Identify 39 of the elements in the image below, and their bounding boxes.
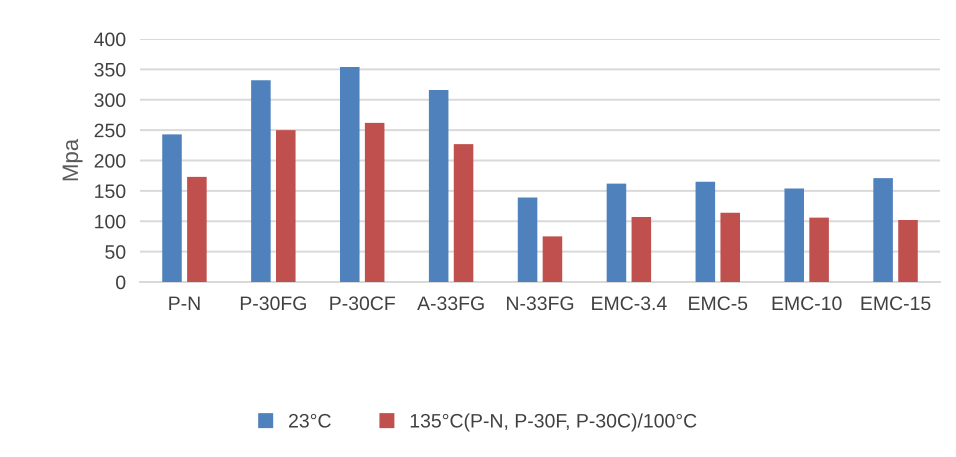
x-tick-label: EMC-10	[772, 296, 842, 310]
bar	[340, 66, 360, 282]
bar	[784, 188, 804, 282]
legend-label: 23°C	[289, 414, 331, 428]
bar	[428, 90, 448, 282]
x-tick-label: A-33FG	[417, 296, 484, 310]
bar	[898, 220, 918, 282]
legend-label: 135°C(P-N, P-30F, P-30C)/100°C	[410, 413, 696, 432]
bar	[542, 236, 562, 282]
bar	[276, 130, 296, 282]
bar	[251, 80, 271, 282]
bar	[518, 198, 538, 282]
x-tick-label: EMC-15	[861, 296, 930, 310]
bar	[632, 216, 652, 282]
y-tick-label: 400	[94, 32, 126, 46]
y-tick-label: 50	[105, 245, 126, 259]
y-tick-label: 100	[95, 214, 126, 228]
x-tick-label: P-30CF	[330, 296, 395, 310]
bar	[187, 176, 207, 282]
bar	[606, 184, 626, 282]
bar	[873, 178, 893, 282]
x-tick-label: EMC-5	[689, 296, 748, 310]
y-tick-label: 300	[94, 93, 126, 107]
bar	[809, 218, 829, 282]
x-tick-label: P-30FG	[240, 296, 306, 310]
bar	[720, 212, 740, 282]
bar	[454, 144, 474, 282]
bar	[364, 122, 384, 282]
x-tick-label: EMC-3.4	[592, 296, 667, 310]
y-tick-label: 350	[94, 62, 126, 77]
bar	[162, 134, 182, 282]
x-tick-label: N-33FG	[507, 296, 574, 310]
y-tick-label: 200	[94, 154, 126, 168]
y-axis-title: Mpa	[62, 138, 83, 180]
y-tick-label: 150	[95, 184, 126, 198]
bar	[696, 182, 716, 282]
y-tick-label: 250	[94, 124, 126, 138]
x-tick-label: P-N	[169, 296, 200, 310]
y-tick-label: 0	[116, 275, 126, 290]
